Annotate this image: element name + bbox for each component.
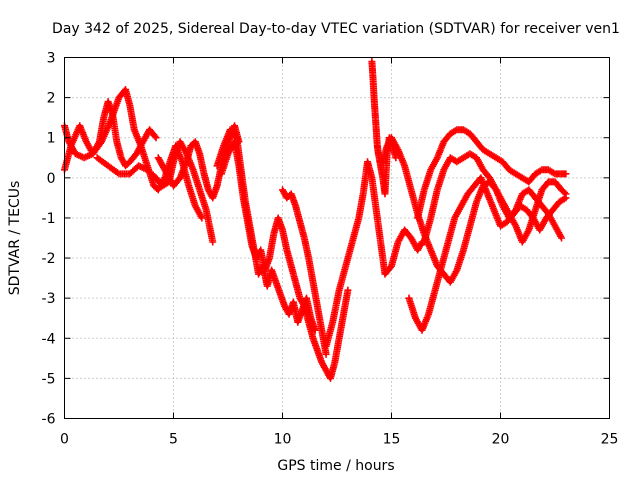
data-point xyxy=(151,132,159,140)
x-tick-label: 10 xyxy=(274,432,292,448)
data-point xyxy=(232,132,240,140)
y-tick-label: -1 xyxy=(42,211,56,227)
y-tick-label: -2 xyxy=(42,251,56,267)
series-sat-12 xyxy=(414,126,570,222)
series-sat-13 xyxy=(420,150,570,246)
data-point xyxy=(560,189,568,197)
x-tick-label: 25 xyxy=(601,432,619,448)
data-points xyxy=(61,58,570,382)
x-tick-label: 15 xyxy=(383,432,401,448)
x-tick-label: 0 xyxy=(60,432,69,448)
data-point xyxy=(311,326,319,334)
data-point xyxy=(562,170,570,178)
y-tick-label: -5 xyxy=(42,371,56,387)
y-tick-label: -4 xyxy=(42,331,56,347)
axis-ticks: -6 -5 -4 -3 -2 -1 0 1 2 3 0 5 10 15 20 25 xyxy=(42,51,619,448)
series-sat-7 xyxy=(279,186,330,358)
y-tick-label: 3 xyxy=(47,51,56,67)
x-tick-label: 20 xyxy=(492,432,510,448)
data-point xyxy=(392,154,400,162)
data-point xyxy=(562,190,570,198)
x-axis-label: GPS time / hours xyxy=(277,458,394,474)
y-tick-label: 2 xyxy=(47,91,56,107)
data-point xyxy=(344,286,352,294)
data-point xyxy=(322,350,330,358)
data-point xyxy=(558,234,566,242)
series-sat-11 xyxy=(405,174,570,334)
y-tick-label: -6 xyxy=(42,412,56,428)
series-sat-6 xyxy=(217,138,352,382)
y-axis-label: SDTVAR / TECUs xyxy=(7,181,23,296)
y-tick-label: 1 xyxy=(47,131,56,147)
series-sat-8 xyxy=(322,158,426,350)
plot-frame xyxy=(64,57,610,419)
series-sat-1 xyxy=(61,98,160,174)
data-point xyxy=(152,134,160,142)
y-tick-label: 0 xyxy=(47,171,56,187)
data-point xyxy=(209,238,217,246)
data-point xyxy=(198,214,206,222)
y-tick-label: -3 xyxy=(42,291,56,307)
x-tick-label: 5 xyxy=(169,432,178,448)
chart-title: Day 342 of 2025, Sidereal Day-to-day VTE… xyxy=(52,21,620,37)
